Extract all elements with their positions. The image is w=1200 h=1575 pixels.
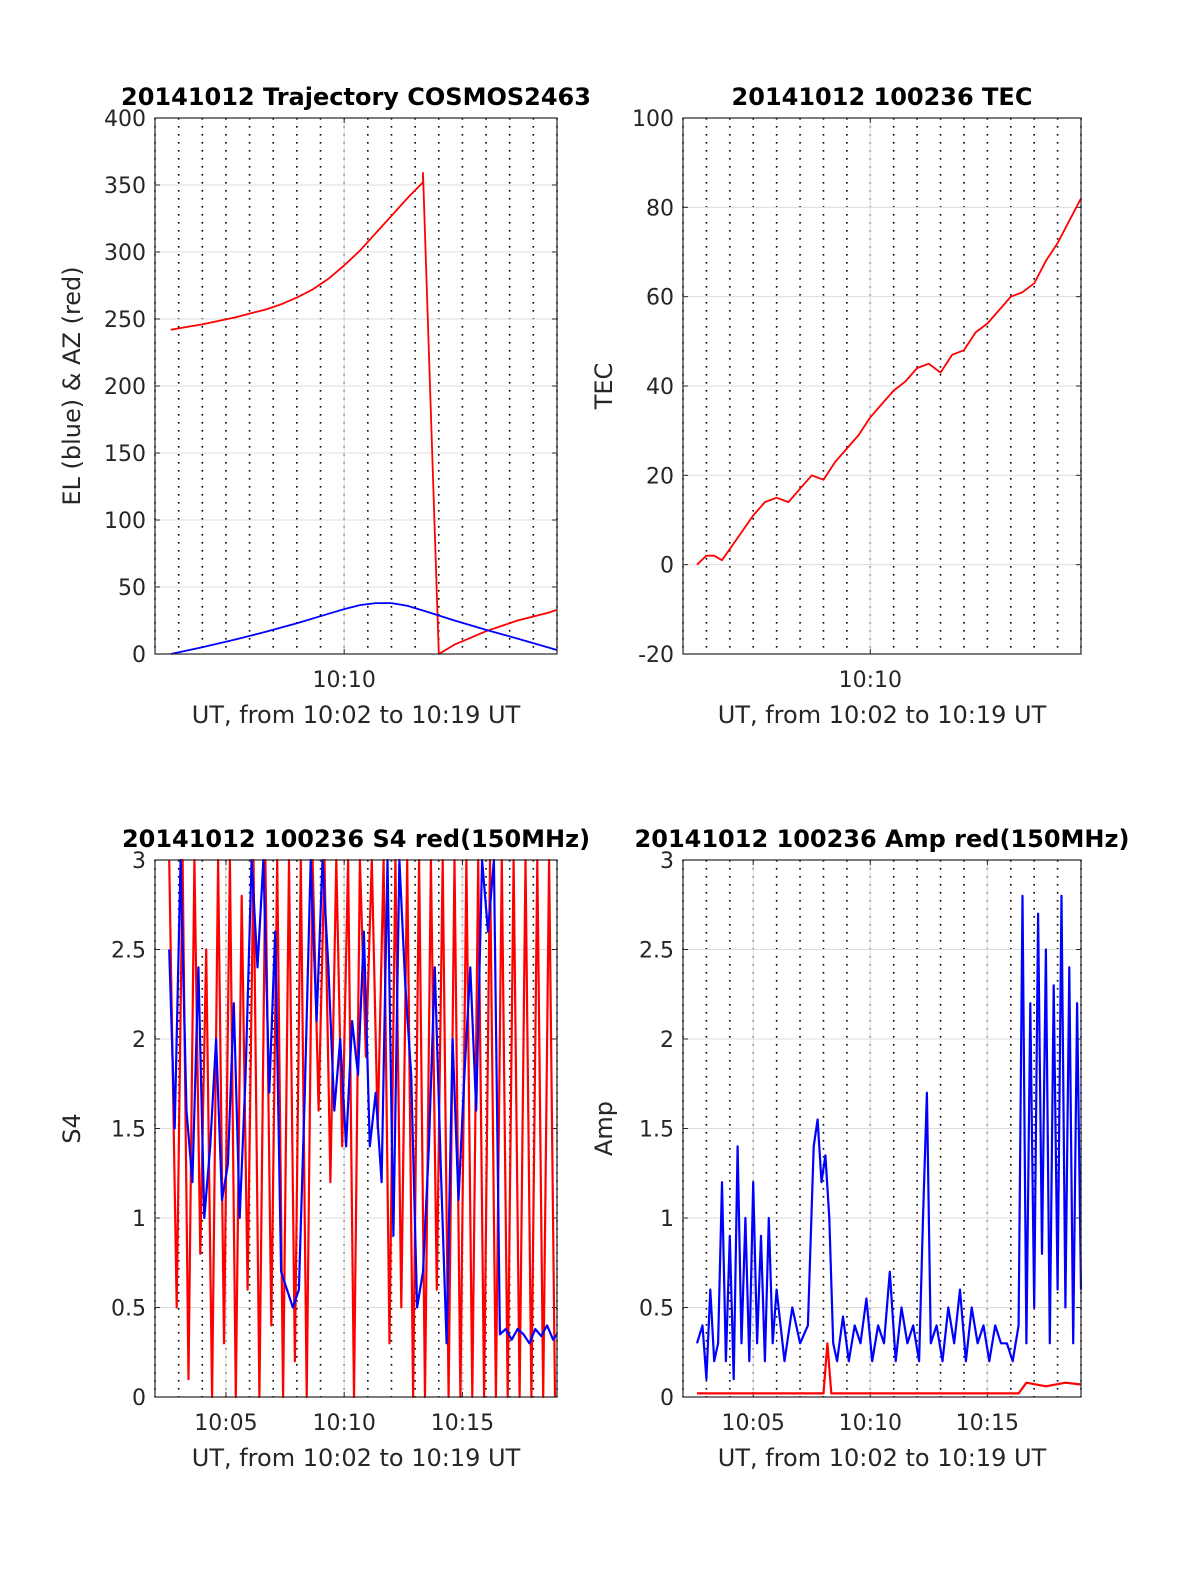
y-tick-label: -20 xyxy=(638,643,674,668)
y-axis-label: TEC xyxy=(590,363,618,411)
x-axis-label: UT, from 10:02 to 10:19 UT xyxy=(192,701,521,729)
axes-box xyxy=(682,117,1082,655)
y-tick-label: 3 xyxy=(132,849,146,874)
y-tick-label: 40 xyxy=(646,375,674,400)
x-tick-label: 10:05 xyxy=(194,1411,257,1436)
y-tick-label: 0 xyxy=(660,1386,674,1411)
y-tick-label: 0 xyxy=(660,554,674,579)
x-tick-label: 10:15 xyxy=(431,1411,494,1436)
chart-title: 20141012 Trajectory COSMOS2463 xyxy=(121,83,591,111)
axes-box xyxy=(682,859,1082,1398)
y-tick-label: 2.5 xyxy=(639,939,674,964)
chart-3: 0 0.5 1 1.5 2 2.5 3 10:05 10:10 10:15 20141012 100… xyxy=(58,825,590,1472)
y-tick-label: 100 xyxy=(632,107,674,132)
x-tick-label: 10:10 xyxy=(312,1411,375,1436)
chart-title: 20141012 100236 S4 red(150MHz) xyxy=(122,825,590,853)
y-tick-label: 150 xyxy=(104,442,146,467)
x-tick-label: 10:10 xyxy=(839,1411,902,1436)
series-line-Amp-red xyxy=(697,1342,1082,1395)
y-tick-label: 0 xyxy=(132,643,146,668)
y-tick-label: 1.5 xyxy=(111,1118,146,1143)
y-tick-label: 3 xyxy=(660,849,674,874)
y-tick-label: 80 xyxy=(646,196,674,221)
chart-title: 20141012 100236 TEC xyxy=(732,83,1033,111)
chart-4: 0 0.5 1 1.5 2 2.5 3 10:05 10:10 10:15 20141012 100… xyxy=(590,825,1129,1472)
y-axis-label: EL (blue) & AZ (red) xyxy=(58,266,86,505)
x-tick-label: 10:15 xyxy=(956,1411,1019,1436)
y-tick-label: 0.5 xyxy=(111,1297,146,1322)
y-tick-label: 0.5 xyxy=(639,1297,674,1322)
y-tick-label: 100 xyxy=(104,509,146,534)
y-tick-label: 1 xyxy=(660,1207,674,1232)
y-tick-label: 0 xyxy=(132,1386,146,1411)
series-line-AZ xyxy=(170,172,558,655)
y-tick-label: 1.5 xyxy=(639,1118,674,1143)
x-axis-label: UT, from 10:02 to 10:19 UT xyxy=(718,701,1047,729)
y-tick-label: 2 xyxy=(660,1028,674,1053)
y-tick-label: 250 xyxy=(104,308,146,333)
axes-box xyxy=(154,859,558,1398)
y-tick-label: 60 xyxy=(646,286,674,311)
y-tick-label: 350 xyxy=(104,174,146,199)
y-axis-label: Amp xyxy=(590,1101,618,1156)
x-tick-label: 10:10 xyxy=(312,668,375,693)
chart-2: -20 0 20 40 60 80 100 10:10 20141012 100236 TEC U… xyxy=(590,83,1082,729)
x-tick-label: 10:10 xyxy=(839,668,902,693)
axes-box xyxy=(154,117,558,655)
series-line-TEC xyxy=(696,197,1082,566)
x-axis-label: UT, from 10:02 to 10:19 UT xyxy=(192,1444,521,1472)
chart-title: 20141012 100236 Amp red(150MHz) xyxy=(635,825,1130,853)
y-tick-label: 400 xyxy=(104,107,146,132)
y-tick-label: 2 xyxy=(132,1028,146,1053)
y-tick-label: 20 xyxy=(646,464,674,489)
x-axis-label: UT, from 10:02 to 10:19 UT xyxy=(718,1444,1047,1472)
chart-1: 0 50 100 150 200 250 300 350 400 10:10 20141012 Tr… xyxy=(58,83,591,729)
series-line-Amp-blue xyxy=(695,894,1083,1381)
y-tick-label: 200 xyxy=(104,375,146,400)
series-line-EL xyxy=(170,602,558,655)
y-axis-label: S4 xyxy=(58,1113,86,1144)
y-tick-label: 300 xyxy=(104,241,146,266)
y-tick-label: 50 xyxy=(118,576,146,601)
y-tick-label: 1 xyxy=(132,1207,146,1232)
x-tick-label: 10:05 xyxy=(722,1411,785,1436)
y-tick-label: 2.5 xyxy=(111,939,146,964)
